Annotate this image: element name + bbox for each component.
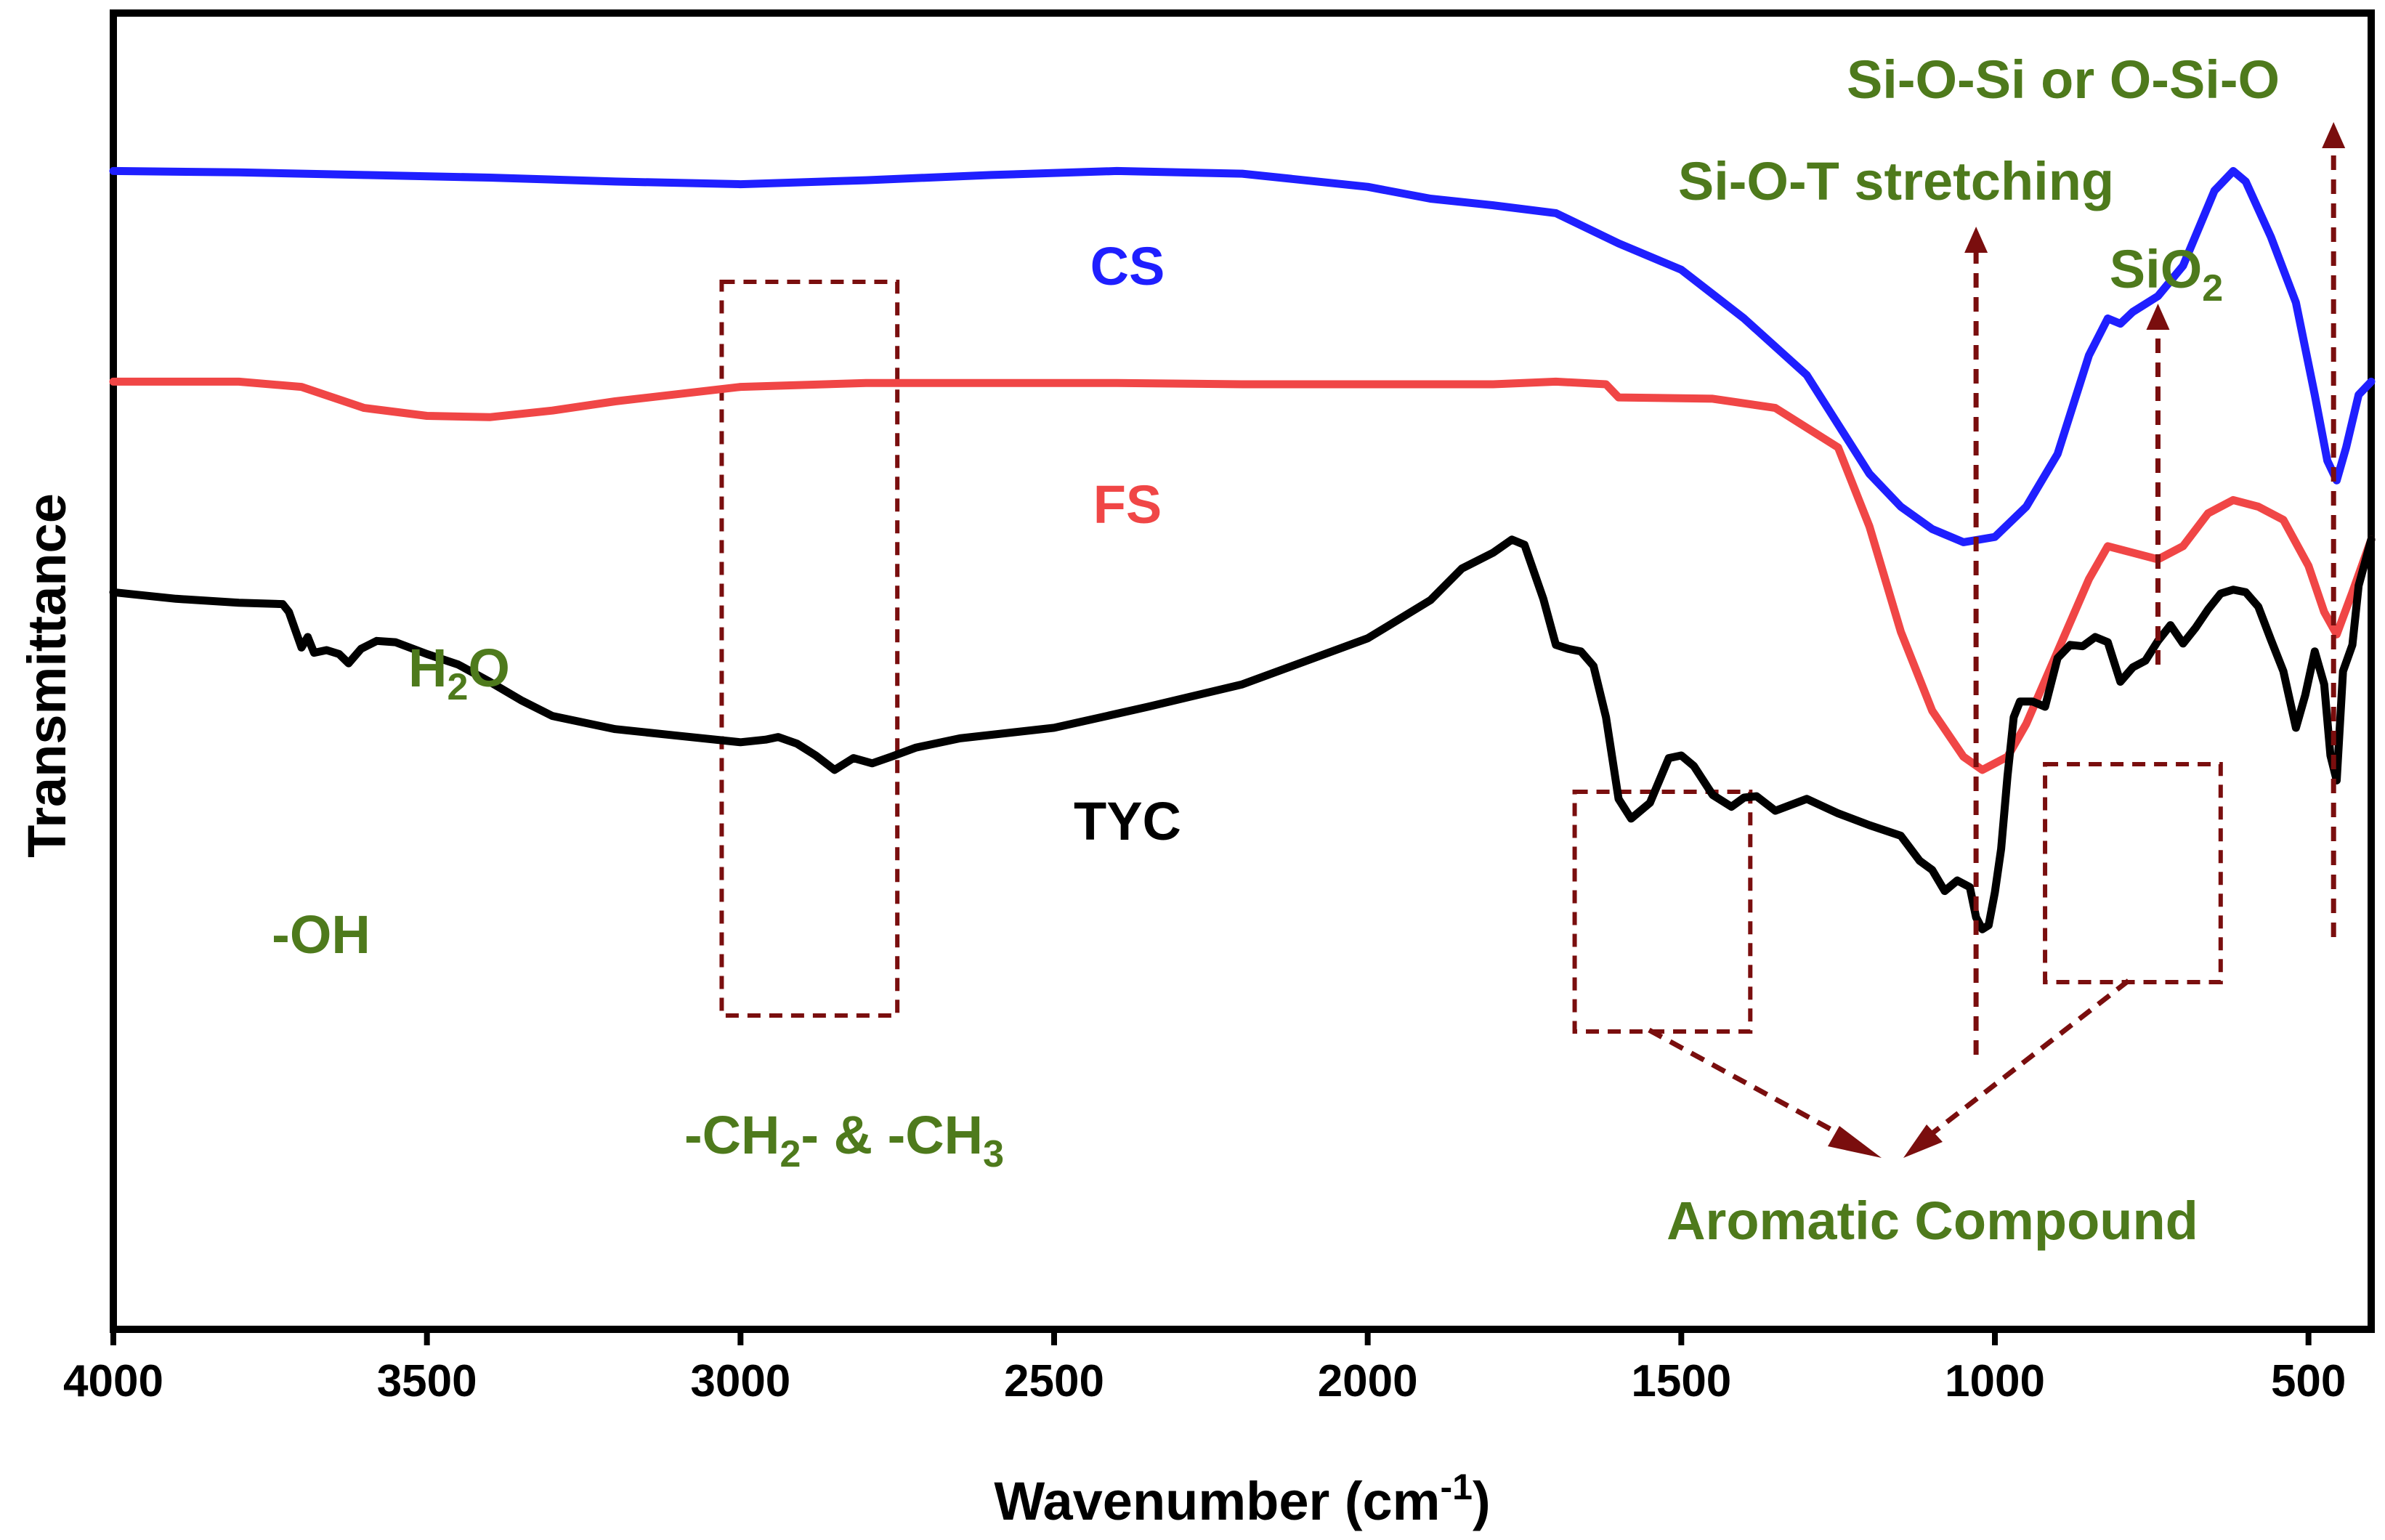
aromatic-pointer-right <box>1930 978 2131 1135</box>
annotation-siot: Si-O-T stretching <box>1678 151 2114 211</box>
aromatic-pointers <box>1648 978 2131 1136</box>
x-tick-label: 3000 <box>690 1356 790 1406</box>
x-axis-title: Wavenumber (cm-1) <box>994 1467 1490 1531</box>
x-tick-label: 500 <box>2271 1356 2346 1406</box>
annotation-oh: -OH <box>272 904 370 965</box>
annotation-ch-b: 2 <box>780 1133 801 1175</box>
annotation-ch: -CH2- & -CH3 <box>684 1105 1004 1175</box>
y-axis-title: Transmittance <box>17 493 77 858</box>
x-tick-label: 2000 <box>1318 1356 1418 1406</box>
x-tick-label: 4000 <box>63 1356 163 1406</box>
marker-arrowhead <box>1964 227 1988 253</box>
plot-frame <box>110 9 2375 1333</box>
x-tick-label: 2500 <box>1004 1356 1104 1406</box>
x-tick-label: 3500 <box>377 1356 477 1406</box>
marker-arrows <box>1964 122 2346 1055</box>
highlight-box <box>719 280 900 1018</box>
series-label-cs: CS <box>1090 236 1165 296</box>
series-line-fs <box>109 377 2376 774</box>
annotation-ch-a: -CH <box>684 1105 780 1165</box>
series-label-fs: FS <box>1093 474 1162 535</box>
annotation-sio2: SiO2 <box>2110 239 2223 309</box>
annotation-sio2-sub: 2 <box>2202 267 2223 309</box>
annotation-aromatic: Aromatic Compound <box>1667 1191 2198 1251</box>
annotation-ch-d: 3 <box>983 1133 1004 1175</box>
aromatic-pointer-left <box>1648 1027 1839 1136</box>
series-line-tyc <box>109 535 2376 933</box>
x-axis-ticks: 4000 3500 3000 2500 2000 1500 1000 500 <box>63 1329 2346 1406</box>
annotation-siosi: Si-O-Si or O-Si-O <box>1847 49 2280 110</box>
annotation-h2o-main: H <box>408 638 447 698</box>
marker-arrowhead <box>2146 304 2170 330</box>
x-axis-title-tail: ) <box>1473 1471 1491 1531</box>
spectra <box>109 166 2376 933</box>
aromatic-arrowhead-left <box>1828 1126 1882 1158</box>
highlight-box <box>2043 762 2223 984</box>
annotation-h2o: H2O <box>408 638 510 708</box>
annotation-sio2-main: SiO <box>2110 239 2202 299</box>
highlight-box <box>1572 790 1753 1034</box>
series-line-cs <box>109 166 2376 546</box>
x-tick-label: 1500 <box>1631 1356 1731 1406</box>
aromatic-arrowhead-right <box>1903 1124 1943 1158</box>
annotation-h2o-sub: 2 <box>447 666 468 708</box>
x-axis-title-main: Wavenumber (cm <box>994 1471 1440 1531</box>
annotation-ch-c: - & -CH <box>801 1105 983 1165</box>
annotation-h2o-tail: O <box>468 638 510 698</box>
series-label-tyc: TYC <box>1074 791 1181 851</box>
x-tick-label: 1000 <box>1945 1356 2045 1406</box>
highlight-boxes <box>719 280 2223 1034</box>
marker-arrowhead <box>2322 122 2346 148</box>
x-axis-title-sup: -1 <box>1440 1467 1472 1507</box>
